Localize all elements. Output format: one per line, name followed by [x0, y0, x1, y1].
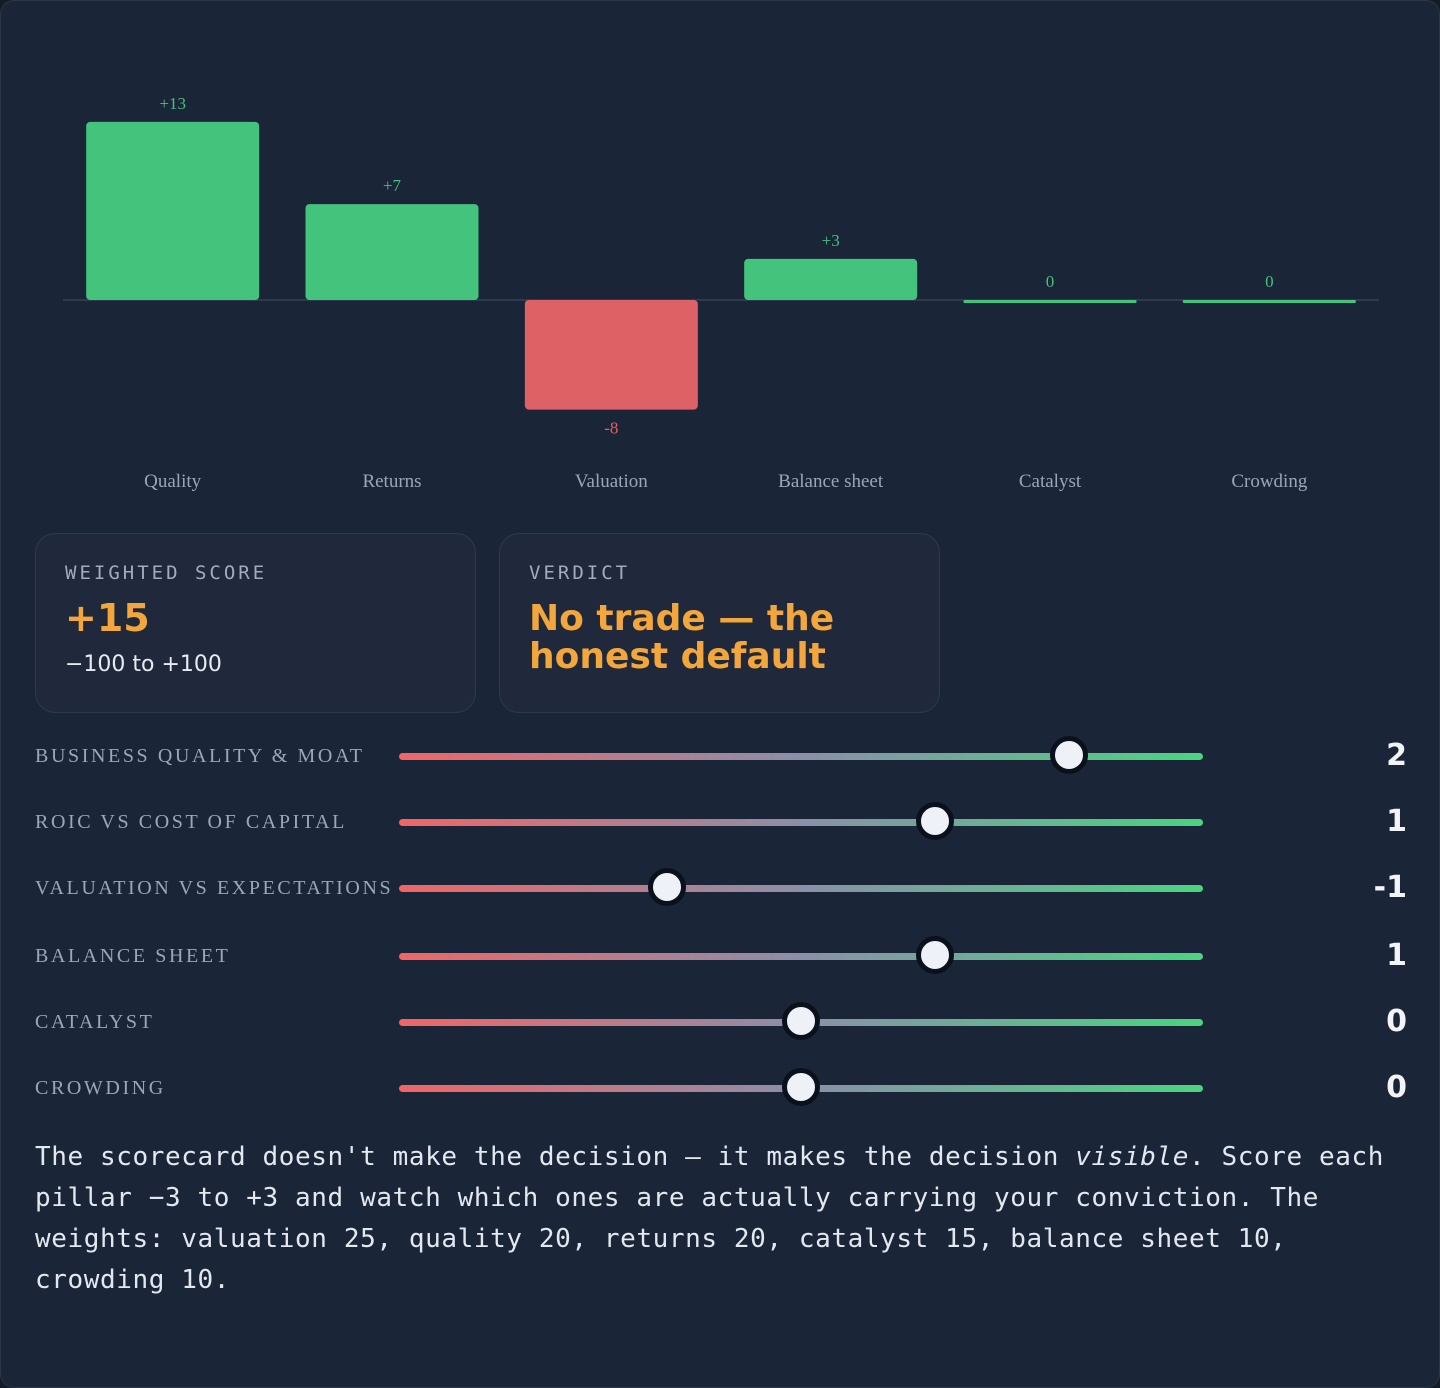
slider-thumb[interactable] [916, 802, 954, 840]
weighted-score-value: +15 [65, 596, 150, 640]
slider-row-catalyst: CATALYST 0 [1, 1002, 1440, 1042]
verdict-card: VERDICT No trade — the honest default [499, 533, 940, 713]
slider-track[interactable] [399, 819, 1203, 826]
slider-label: BUSINESS QUALITY & MOAT [35, 745, 365, 767]
slider-label: CATALYST [35, 1011, 155, 1033]
x-tick-label: Valuation [575, 471, 648, 492]
slider-track[interactable] [399, 753, 1203, 760]
bar-value-label: +13 [159, 94, 186, 113]
slider-row-roic: ROIC VS COST OF CAPITAL 1 [1, 802, 1440, 842]
verdict-value: No trade — the honest default [529, 600, 910, 676]
note-emphasis: visible [1075, 1142, 1189, 1172]
x-tick-label: Balance sheet [778, 471, 884, 492]
slider-thumb[interactable] [782, 1002, 820, 1040]
bar-valuation [524, 300, 698, 410]
slider-label: BALANCE SHEET [35, 945, 231, 967]
slider-value: 0 [1386, 1070, 1407, 1105]
bar-crowding [1182, 300, 1356, 303]
explanation-note: The scorecard doesn't make the decision … [35, 1137, 1415, 1301]
slider-track[interactable] [399, 885, 1203, 892]
x-tick-label: Crowding [1231, 471, 1308, 492]
verdict-line-1: No trade — the [529, 598, 835, 639]
note-text-2: . Score each pillar −3 to +3 and watch w… [35, 1142, 1385, 1295]
slider-label: ROIC VS COST OF CAPITAL [35, 811, 347, 833]
slider-value: -1 [1373, 870, 1407, 905]
slider-row-valuation: VALUATION VS EXPECTATIONS -1 [1, 868, 1440, 908]
slider-row-crowding: CROWDING 0 [1, 1068, 1440, 1108]
slider-thumb[interactable] [916, 936, 954, 974]
bar-value-label: +3 [822, 231, 840, 250]
slider-row-balance-sheet: BALANCE SHEET 1 [1, 936, 1440, 976]
x-tick-label: Catalyst [1019, 471, 1082, 492]
slider-value: 1 [1386, 938, 1407, 973]
bar-quality [86, 121, 260, 301]
note-text-1: The scorecard doesn't make the decision … [35, 1142, 1076, 1172]
slider-value: 0 [1386, 1004, 1407, 1039]
bar-value-label: -8 [604, 419, 618, 438]
slider-label: CROWDING [35, 1077, 166, 1099]
bar-value-label: 0 [1046, 272, 1055, 291]
bar-balance-sheet [744, 258, 918, 300]
x-tick-label: Returns [362, 471, 421, 492]
slider-row-business-quality: BUSINESS QUALITY & MOAT 2 [1, 736, 1440, 776]
weighted-score-card: WEIGHTED SCORE +15 −100 to +100 [35, 533, 476, 713]
weighted-score-range: −100 to +100 [65, 652, 222, 677]
bar-value-label: +7 [383, 176, 402, 195]
slider-label: VALUATION VS EXPECTATIONS [35, 877, 394, 899]
bar-value-label: 0 [1265, 272, 1274, 291]
bar-returns [305, 204, 479, 300]
slider-value: 2 [1386, 738, 1407, 773]
verdict-label: VERDICT [529, 562, 631, 584]
pillar-score-chart: +13 Quality +7 Returns -8 Valuation +3 Balance … [63, 94, 1379, 492]
weighted-score-label: WEIGHTED SCORE [65, 562, 268, 584]
slider-thumb[interactable] [1050, 736, 1088, 774]
slider-track[interactable] [399, 953, 1203, 960]
slider-thumb[interactable] [648, 868, 686, 906]
slider-thumb[interactable] [782, 1068, 820, 1106]
bar-catalyst [963, 300, 1137, 303]
slider-value: 1 [1386, 804, 1407, 839]
x-tick-label: Quality [144, 471, 201, 492]
verdict-line-2: honest default [529, 636, 826, 677]
